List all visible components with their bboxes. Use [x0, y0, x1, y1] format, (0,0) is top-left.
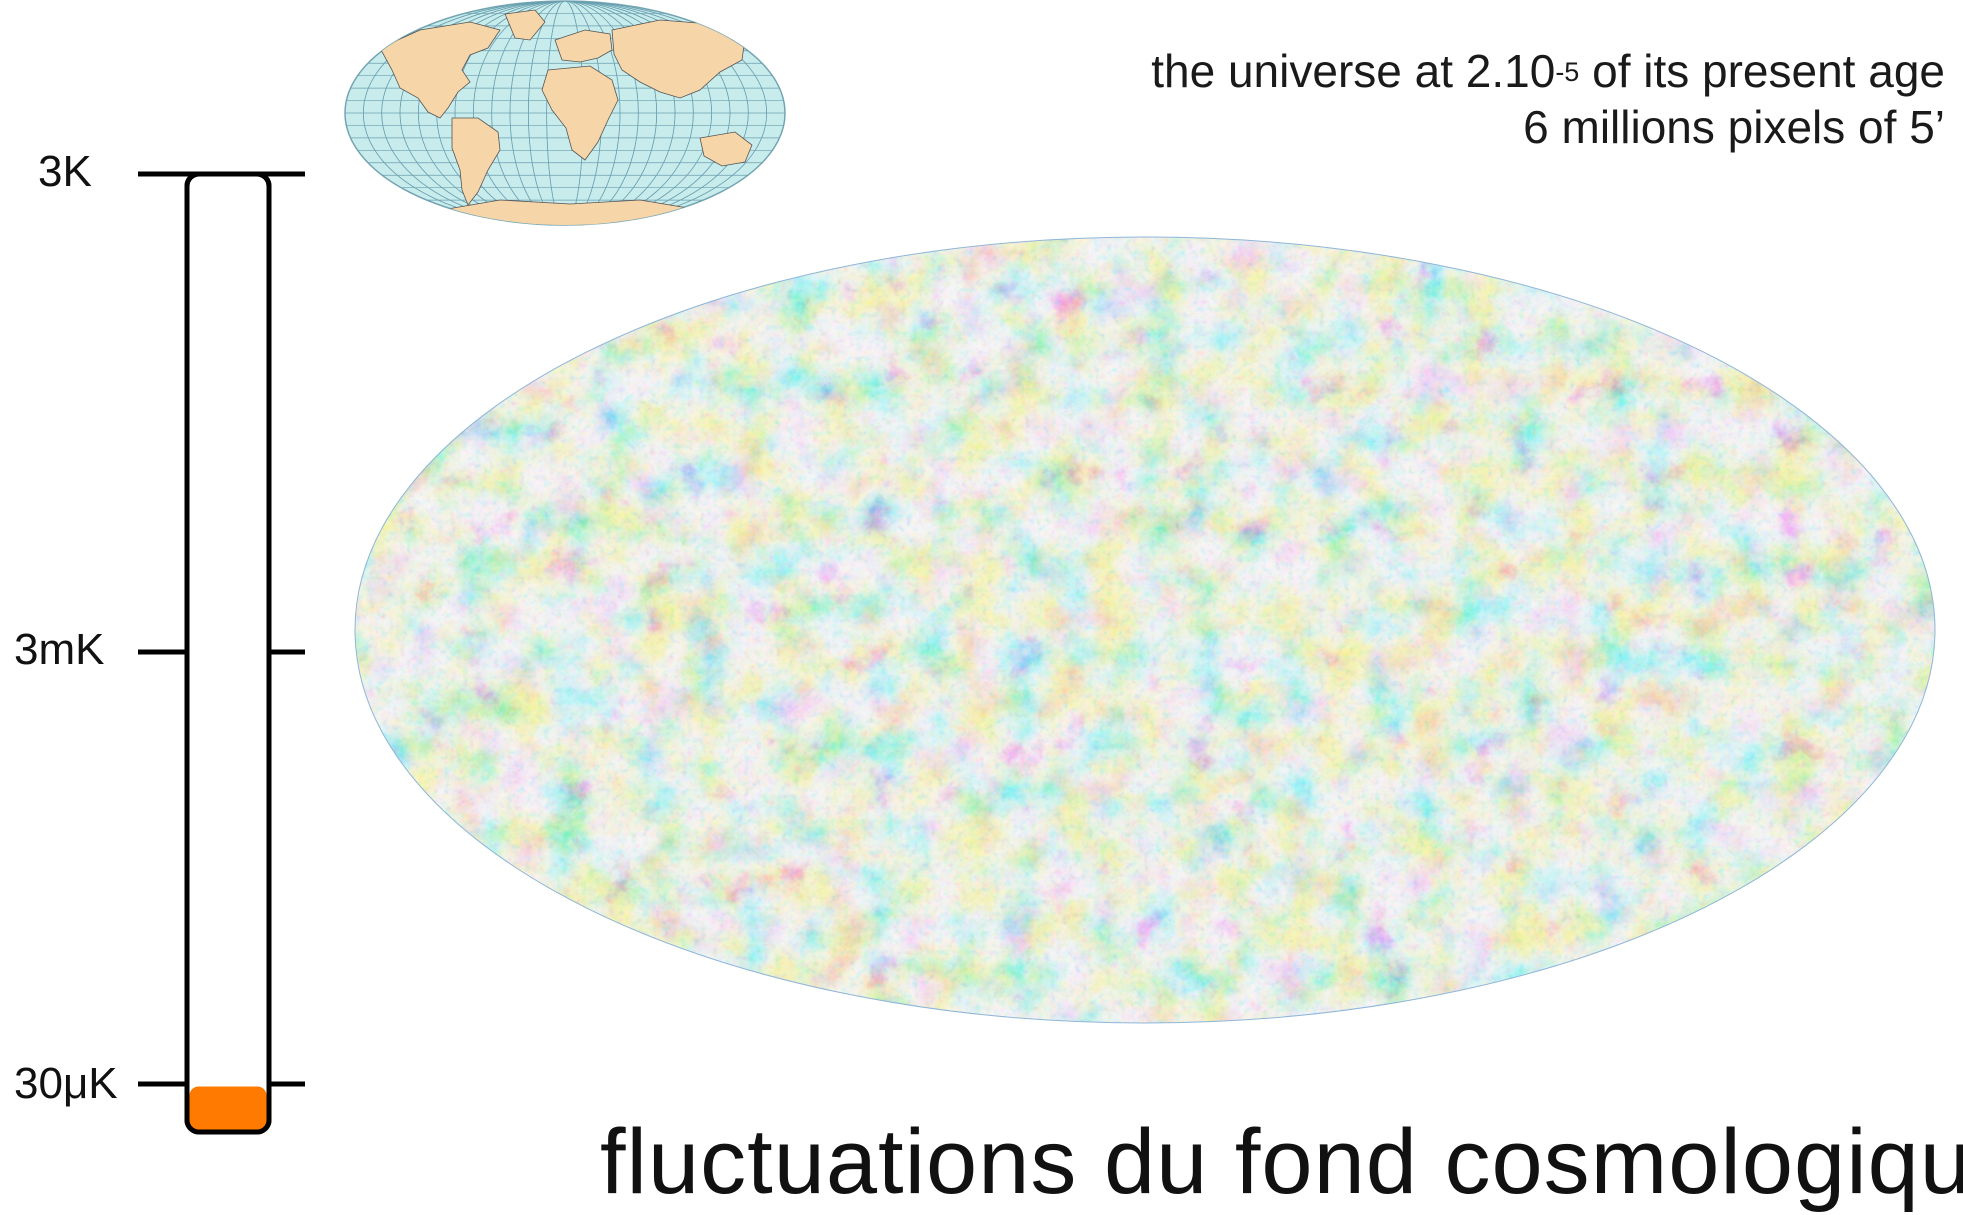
earth-meridian	[399, 1, 731, 225]
earth-meridian	[417, 1, 713, 225]
continent-north-america	[379, 21, 501, 119]
scale-label-30uk: 30μK	[14, 1059, 118, 1108]
earth-meridian	[491, 1, 639, 225]
continent-australia	[699, 131, 753, 167]
caption-age-suffix: of its present age	[1579, 45, 1945, 97]
caption-age-prefix: the universe at 2.10	[1151, 45, 1556, 97]
continent-south-america	[451, 117, 501, 206]
scale-label-3mk: 3mK	[14, 625, 105, 674]
cmb-small-scale-fluctuations	[355, 237, 1935, 1023]
earth-map	[344, 0, 786, 226]
continent-africa	[541, 65, 619, 161]
cmb-map	[354, 236, 1936, 1024]
caption-pixels: 6 millions pixels of 5’	[1523, 101, 1945, 153]
continent-europe	[554, 29, 613, 63]
scale-bar-fill	[189, 1086, 267, 1130]
scale-label-3k: 3K	[38, 147, 92, 196]
continent-greenland	[504, 9, 546, 41]
earth-meridian	[362, 1, 768, 225]
earth-meridian	[509, 1, 621, 225]
temperature-scale	[138, 171, 305, 1135]
earth-meridian	[472, 1, 658, 225]
earth-meridian	[381, 1, 749, 225]
scale-bar-border	[184, 171, 272, 1135]
scale-bar	[184, 171, 272, 1135]
earth-meridian	[454, 1, 676, 225]
caption-age: the universe at 2.10-5 of its present ag…	[1151, 44, 1945, 105]
cmb-map-outline	[354, 236, 1936, 1024]
page-title: fluctuations du fond cosmologique	[600, 1111, 1963, 1213]
caption-age-exponent: -5	[1555, 57, 1580, 87]
